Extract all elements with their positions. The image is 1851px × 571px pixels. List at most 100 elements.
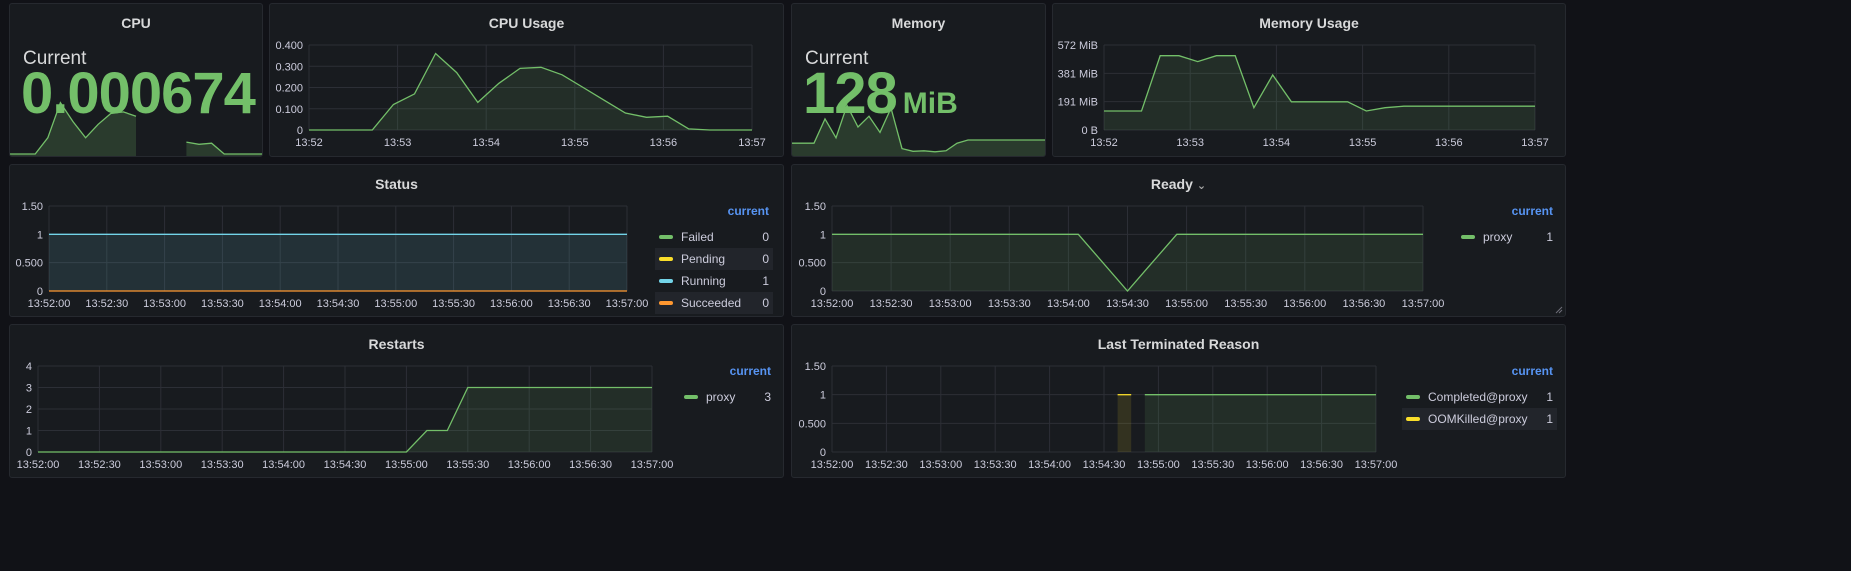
- legend: current Failed 0 Pending 0 Running 1 Succee…: [655, 204, 773, 314]
- y-tick-label: 0: [26, 447, 32, 459]
- y-tick-label: 1.50: [805, 201, 826, 213]
- x-tick-label: 13:52:00: [811, 298, 854, 310]
- x-tick-label: 13:53:00: [139, 459, 182, 471]
- series-area: [1104, 55, 1535, 131]
- x-tick-label: 13:56:00: [508, 459, 551, 471]
- sparkline-line: [10, 101, 137, 155]
- legend-header[interactable]: current: [1511, 204, 1553, 218]
- sparkline-area: [10, 102, 136, 156]
- legend-header[interactable]: current: [727, 204, 769, 218]
- x-tick-label: 13:55:30: [1191, 459, 1234, 471]
- y-tick-label: 191 MiB: [1058, 97, 1098, 109]
- restarts-panel[interactable]: Restarts 0 1 2 3 4 13:52:00 13:52:30 13:53:00 13…: [9, 324, 784, 478]
- sparkline-area: [186, 142, 262, 156]
- series-area: [309, 53, 752, 130]
- x-tick-label: 13:56: [1435, 137, 1463, 149]
- chevron-down-icon[interactable]: ⌄: [1196, 180, 1207, 192]
- x-tick-label: 13:55:00: [1165, 298, 1208, 310]
- y-tick-label: 1: [820, 390, 826, 402]
- legend-value: 1: [762, 274, 769, 288]
- legend-value: 0: [762, 296, 769, 310]
- legend-item-failed[interactable]: Failed 0: [655, 226, 773, 248]
- last-terminated-reason-panel[interactable]: Last Terminated Reason 0 0.500 1 1.50 13:52:…: [791, 324, 1566, 478]
- y-tick-label: 572 MiB: [1058, 40, 1098, 52]
- resize-handle-icon[interactable]: [1555, 306, 1563, 314]
- sparkline: [10, 101, 262, 156]
- legend-name: Completed@proxy: [1428, 390, 1528, 404]
- x-tick-label: 13:57: [1521, 137, 1549, 149]
- x-tick-label: 13:55:00: [374, 298, 417, 310]
- x-tick-label: 13:54:30: [1083, 459, 1126, 471]
- legend-item-running[interactable]: Running 1: [655, 270, 773, 292]
- legend-name: Running: [681, 274, 726, 288]
- x-tick-label: 13:52:30: [865, 459, 908, 471]
- x-tick-label: 13:56:30: [548, 298, 591, 310]
- legend-item-completed[interactable]: Completed@proxy 1: [1402, 386, 1557, 408]
- swatch: [659, 279, 673, 283]
- x-tick-label: 13:57: [738, 137, 766, 149]
- y-tick-label: 1: [37, 229, 43, 241]
- panel-title[interactable]: Ready ⌄: [1150, 176, 1207, 192]
- legend-item-oomkilled[interactable]: OOMKilled@proxy 1: [1402, 408, 1557, 430]
- ready-chart: 0 0.500 1 1.50 13:52:00 13:52:30 13:53:00 13:53…: [798, 201, 1444, 310]
- panel-title[interactable]: CPU: [121, 15, 151, 31]
- y-tick-label: 0 B: [1081, 125, 1098, 137]
- legend-name: proxy: [706, 390, 736, 404]
- x-tick-label: 13:54:00: [1028, 459, 1071, 471]
- swatch: [659, 301, 673, 305]
- memory-usage-panel[interactable]: Memory Usage 0 B 191 MiB 381 MiB 572 MiB 13:…: [1052, 3, 1566, 157]
- swatch: [1406, 417, 1420, 421]
- x-tick-label: 13:57:00: [1402, 298, 1445, 310]
- status-panel[interactable]: Status 0 0.500 1 1.50 13:52:00 13:52:30 13:53:…: [9, 164, 784, 317]
- memory-stat-panel[interactable]: Memory Current 128 MiB: [791, 3, 1046, 157]
- legend-name: Failed: [681, 230, 714, 244]
- legend-item-proxy[interactable]: proxy 3: [680, 386, 775, 408]
- cpu-stat-panel[interactable]: CPU Current 0.000674: [9, 3, 263, 157]
- cpu-usage-panel[interactable]: CPU Usage 0 0.100 0.200 0.300 0.400 13:52 13:5…: [269, 3, 784, 157]
- legend-header[interactable]: current: [729, 364, 771, 378]
- legend: current proxy 3: [680, 364, 775, 408]
- series-line: [1104, 55, 1535, 112]
- panel-title[interactable]: Memory: [891, 15, 946, 31]
- sparkline-area: [792, 105, 1045, 156]
- x-tick-label: 13:53: [1176, 137, 1204, 149]
- x-tick-label: 13:56:00: [490, 298, 533, 310]
- legend-value: 0: [762, 252, 769, 266]
- x-tick-label: 13:54:30: [324, 459, 367, 471]
- series-line: [38, 386, 652, 453]
- x-tick-label: 13:56:30: [1342, 298, 1385, 310]
- x-tick-label: 13:55: [1349, 137, 1377, 149]
- x-tick-label: 13:55: [561, 137, 589, 149]
- x-tick-label: 13:55:30: [446, 459, 489, 471]
- stat-unit: MiB: [902, 87, 958, 120]
- legend-item-succeeded[interactable]: Succeeded 0: [655, 292, 773, 314]
- legend-item-pending[interactable]: Pending 0: [655, 248, 773, 270]
- status-chart: 0 0.500 1 1.50 13:52:00 13:52:30 13:53:00 13:53…: [15, 201, 648, 310]
- x-tick-label: 13:53:00: [919, 459, 962, 471]
- x-tick-label: 13:57:00: [1355, 459, 1398, 471]
- x-tick-label: 13:54: [1263, 137, 1291, 149]
- sparkline: [792, 103, 1045, 156]
- y-tick-label: 0.100: [275, 104, 303, 116]
- swatch: [1406, 395, 1420, 399]
- series-area: [832, 234, 1423, 291]
- ready-panel[interactable]: Ready ⌄ 0 0.500 1 1.50 13:52:00 13:52:30 13:53:…: [791, 164, 1566, 317]
- series-line: [832, 233, 1423, 292]
- x-tick-label: 13:54:00: [259, 298, 302, 310]
- swatch: [659, 257, 673, 261]
- x-tick-label: 13:53: [384, 137, 412, 149]
- sparkline-line: [186, 141, 262, 155]
- panel-title[interactable]: Memory Usage: [1259, 15, 1359, 31]
- x-tick-label: 13:52:30: [85, 298, 128, 310]
- panel-title[interactable]: Last Terminated Reason: [1097, 336, 1260, 352]
- y-tick-label: 0.500: [798, 418, 826, 430]
- x-tick-label: 13:54:00: [262, 459, 305, 471]
- y-tick-label: 1.50: [805, 361, 826, 373]
- panel-title[interactable]: CPU Usage: [488, 15, 565, 31]
- legend-item-proxy[interactable]: proxy 1: [1457, 226, 1557, 248]
- panel-title[interactable]: Status: [375, 176, 418, 192]
- y-tick-label: 2: [26, 404, 32, 416]
- swatch: [1461, 235, 1475, 239]
- panel-title[interactable]: Restarts: [368, 336, 425, 352]
- legend-header[interactable]: current: [1511, 364, 1553, 378]
